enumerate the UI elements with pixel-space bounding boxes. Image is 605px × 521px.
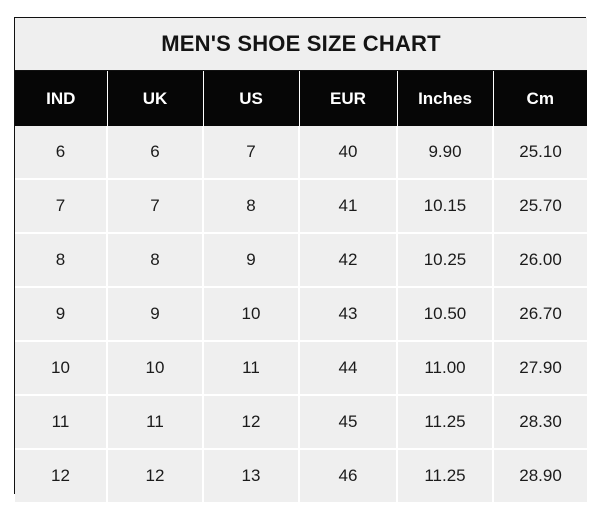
cell-cm: 26.00 xyxy=(493,233,588,288)
cell-uk: 7 xyxy=(107,179,204,234)
cell-ind: 7 xyxy=(15,179,108,234)
cell-ind: 11 xyxy=(15,395,108,450)
cell-cm: 28.30 xyxy=(493,395,588,450)
chart-title: MEN'S SHOE SIZE CHART xyxy=(15,18,588,71)
table-row: 10 10 11 44 11.00 27.90 xyxy=(15,341,588,396)
cell-ind: 8 xyxy=(15,233,108,288)
cell-uk: 9 xyxy=(107,287,204,342)
cell-cm: 25.70 xyxy=(493,179,588,234)
cell-us: 13 xyxy=(203,449,300,502)
cell-inches: 10.25 xyxy=(397,233,494,288)
table-column-header: IND UK US EUR Inches Cm xyxy=(15,70,588,126)
column-header-cm: Cm xyxy=(493,70,588,126)
cell-us: 10 xyxy=(203,287,300,342)
cell-cm: 28.90 xyxy=(493,449,588,502)
table-row: 6 6 7 40 9.90 25.10 xyxy=(15,126,588,180)
cell-inches: 9.90 xyxy=(397,126,494,180)
cell-inches: 10.50 xyxy=(397,287,494,342)
shoe-size-table: MEN'S SHOE SIZE CHART IND UK US EUR Inch… xyxy=(15,18,588,502)
cell-inches: 11.00 xyxy=(397,341,494,396)
cell-cm: 27.90 xyxy=(493,341,588,396)
table-row: 7 7 8 41 10.15 25.70 xyxy=(15,179,588,234)
cell-eur: 45 xyxy=(299,395,398,450)
cell-inches: 11.25 xyxy=(397,449,494,502)
cell-eur: 42 xyxy=(299,233,398,288)
column-header-uk: UK xyxy=(107,70,204,126)
cell-uk: 12 xyxy=(107,449,204,502)
table-title-head: MEN'S SHOE SIZE CHART xyxy=(15,18,588,71)
cell-us: 7 xyxy=(203,126,300,180)
column-header-eur: EUR xyxy=(299,70,398,126)
cell-us: 9 xyxy=(203,233,300,288)
cell-us: 11 xyxy=(203,341,300,396)
cell-ind: 10 xyxy=(15,341,108,396)
size-chart-container: MEN'S SHOE SIZE CHART IND UK US EUR Inch… xyxy=(14,17,588,502)
cell-eur: 41 xyxy=(299,179,398,234)
cell-us: 12 xyxy=(203,395,300,450)
column-header-inches: Inches xyxy=(397,70,494,126)
header-row: IND UK US EUR Inches Cm xyxy=(15,70,588,126)
column-header-us: US xyxy=(203,70,300,126)
cell-eur: 46 xyxy=(299,449,398,502)
table-row: 9 9 10 43 10.50 26.70 xyxy=(15,287,588,342)
cell-cm: 26.70 xyxy=(493,287,588,342)
cell-eur: 43 xyxy=(299,287,398,342)
cell-uk: 6 xyxy=(107,126,204,180)
column-header-ind: IND xyxy=(15,70,108,126)
cell-ind: 12 xyxy=(15,449,108,502)
table-body: 6 6 7 40 9.90 25.10 7 7 8 41 10.15 25.70… xyxy=(15,126,588,502)
table-row: 12 12 13 46 11.25 28.90 xyxy=(15,449,588,502)
cell-uk: 10 xyxy=(107,341,204,396)
cell-uk: 8 xyxy=(107,233,204,288)
cell-uk: 11 xyxy=(107,395,204,450)
table-row: 8 8 9 42 10.25 26.00 xyxy=(15,233,588,288)
cell-us: 8 xyxy=(203,179,300,234)
cell-ind: 6 xyxy=(15,126,108,180)
cell-eur: 40 xyxy=(299,126,398,180)
cell-inches: 11.25 xyxy=(397,395,494,450)
cell-cm: 25.10 xyxy=(493,126,588,180)
cell-eur: 44 xyxy=(299,341,398,396)
table-row: 11 11 12 45 11.25 28.30 xyxy=(15,395,588,450)
cell-ind: 9 xyxy=(15,287,108,342)
cell-inches: 10.15 xyxy=(397,179,494,234)
title-row: MEN'S SHOE SIZE CHART xyxy=(15,18,588,71)
